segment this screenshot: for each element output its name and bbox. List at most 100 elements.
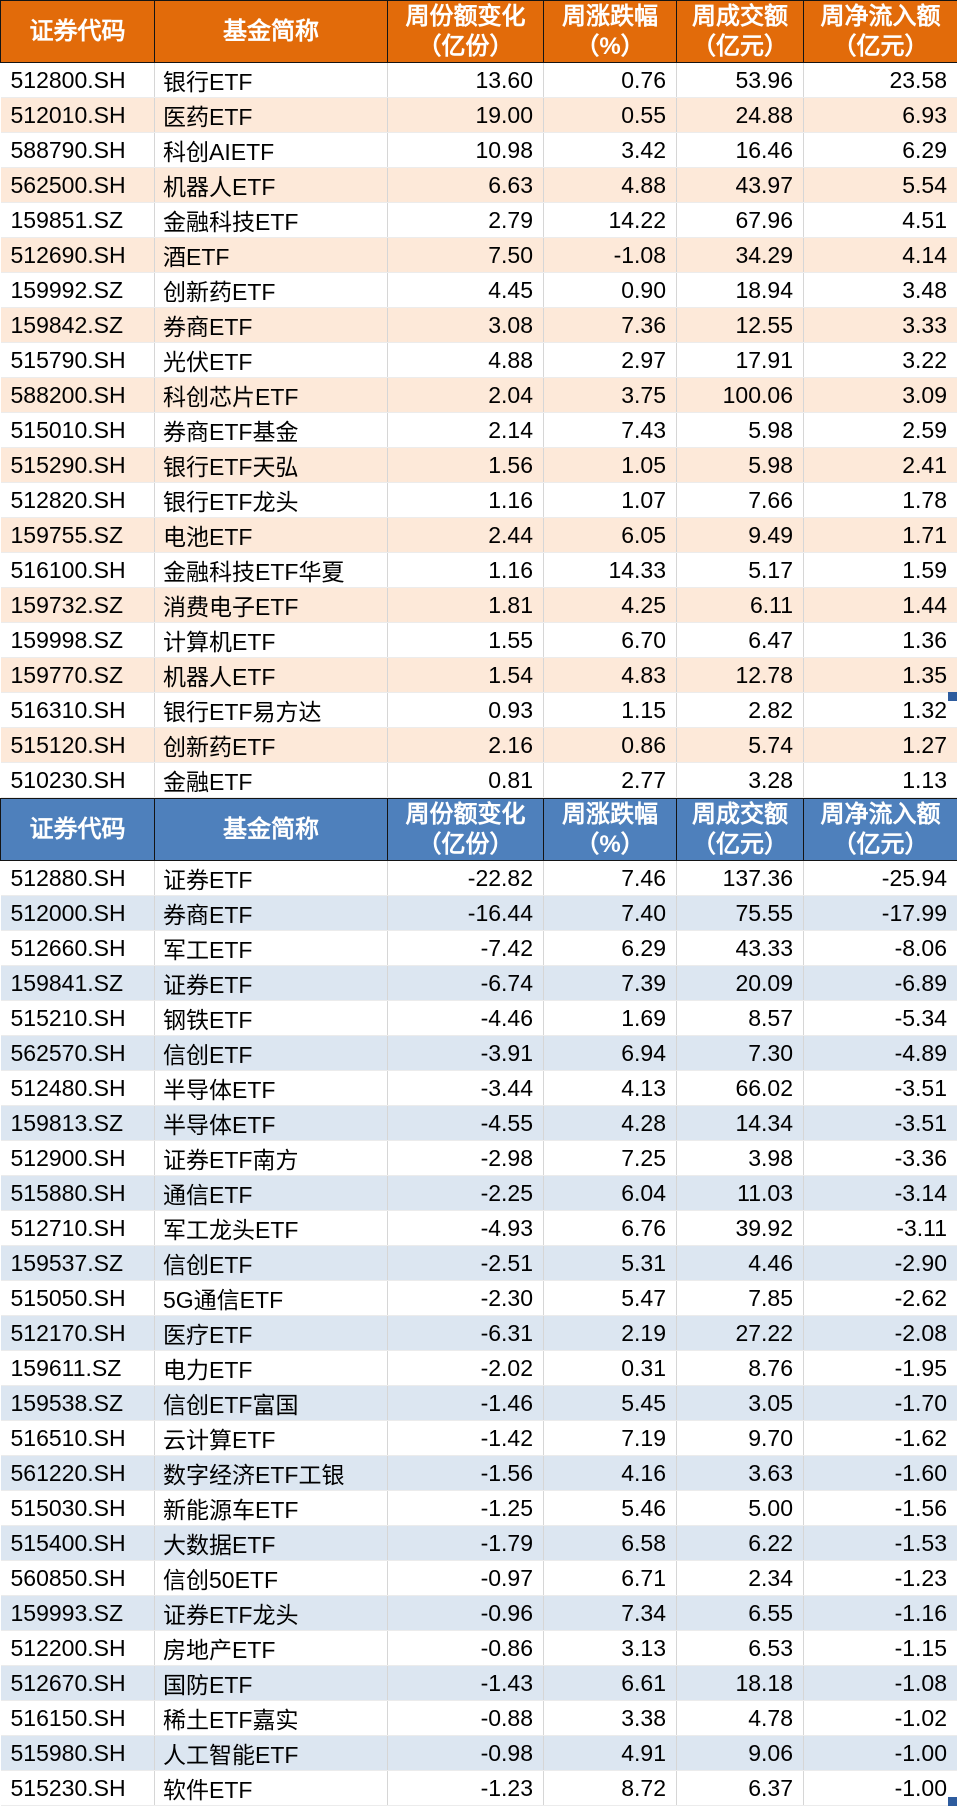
pct_change-cell: 3.42 [544, 133, 677, 168]
turnover-cell: 17.91 [677, 343, 804, 378]
code-cell: 515210.SH [1, 1001, 155, 1036]
share_change-cell: 0.81 [388, 763, 544, 798]
net_inflow-cell: -3.51 [804, 1106, 957, 1141]
turnover-cell: 5.17 [677, 553, 804, 588]
pct_change-cell: 0.90 [544, 273, 677, 308]
turnover-cell: 5.98 [677, 448, 804, 483]
share_change-cell: -1.42 [388, 1421, 544, 1456]
share_change-cell: 10.98 [388, 133, 544, 168]
share_change-cell: -4.93 [388, 1211, 544, 1246]
column-header-name: 基金简称 [155, 1, 388, 63]
code-cell: 159755.SZ [1, 518, 155, 553]
code-cell: 588790.SH [1, 133, 155, 168]
selection-fill-handle[interactable] [948, 692, 957, 701]
pct_change-cell: 14.33 [544, 553, 677, 588]
header-row: 证券代码基金简称周份额变化（亿份）周涨跌幅（%）周成交额（亿元）周净流入额（亿元… [1, 1, 957, 63]
turnover-cell: 75.55 [677, 896, 804, 931]
net_inflow-cell: -1.60 [804, 1456, 957, 1491]
selection-fill-handle[interactable] [948, 1797, 957, 1806]
code-cell: 515050.SH [1, 1281, 155, 1316]
pct_change-cell: 6.94 [544, 1036, 677, 1071]
code-cell: 512170.SH [1, 1316, 155, 1351]
net_inflow-cell: 1.44 [804, 588, 957, 623]
share_change-cell: -2.02 [388, 1351, 544, 1386]
net_inflow-cell: 2.41 [804, 448, 957, 483]
net_inflow-cell: -1.00 [804, 1736, 957, 1771]
name-cell: 信创ETF富国 [155, 1386, 388, 1421]
share_change-cell: 3.08 [388, 308, 544, 343]
code-cell: 512200.SH [1, 1631, 155, 1666]
name-cell: 计算机ETF [155, 623, 388, 658]
pct_change-cell: 6.76 [544, 1211, 677, 1246]
share_change-cell: 2.14 [388, 413, 544, 448]
code-cell: 516150.SH [1, 1701, 155, 1736]
code-cell: 512690.SH [1, 238, 155, 273]
net_inflow-cell: -5.34 [804, 1001, 957, 1036]
column-header-name: 基金简称 [155, 799, 388, 861]
name-cell: 机器人ETF [155, 658, 388, 693]
net_inflow-cell: 1.27 [804, 728, 957, 763]
name-cell: 人工智能ETF [155, 1736, 388, 1771]
column-unit-label: （%） [546, 32, 674, 61]
name-cell: 券商ETF [155, 896, 388, 931]
pct_change-cell: 5.46 [544, 1491, 677, 1526]
turnover-cell: 6.47 [677, 623, 804, 658]
turnover-cell: 6.22 [677, 1526, 804, 1561]
code-cell: 159998.SZ [1, 623, 155, 658]
pct_change-cell: 6.04 [544, 1176, 677, 1211]
column-label: 周成交额 [692, 801, 788, 828]
net_inflow-cell: -2.62 [804, 1281, 957, 1316]
code-cell: 159992.SZ [1, 273, 155, 308]
name-cell: 军工ETF [155, 931, 388, 966]
share_change-cell: -1.46 [388, 1386, 544, 1421]
code-cell: 515400.SH [1, 1526, 155, 1561]
share_change-cell: -0.97 [388, 1561, 544, 1596]
turnover-cell: 20.09 [677, 966, 804, 1001]
column-header-share_change: 周份额变化（亿份） [388, 1, 544, 63]
pct_change-cell: 1.69 [544, 1001, 677, 1036]
net_inflow-cell: -1.00 [804, 1771, 957, 1806]
turnover-cell: 9.06 [677, 1736, 804, 1771]
turnover-cell: 18.94 [677, 273, 804, 308]
code-cell: 159611.SZ [1, 1351, 155, 1386]
share_change-cell: -1.79 [388, 1526, 544, 1561]
code-cell: 159851.SZ [1, 203, 155, 238]
code-cell: 561220.SH [1, 1456, 155, 1491]
outflow-table-header: 证券代码基金简称周份额变化（亿份）周涨跌幅（%）周成交额（亿元）周净流入额（亿元… [1, 799, 957, 861]
share_change-cell: 2.16 [388, 728, 544, 763]
pct_change-cell: 8.72 [544, 1771, 677, 1806]
share_change-cell: -2.98 [388, 1141, 544, 1176]
turnover-cell: 34.29 [677, 238, 804, 273]
net_inflow-cell: -4.89 [804, 1036, 957, 1071]
outflow-table: 证券代码基金简称周份额变化（亿份）周涨跌幅（%）周成交额（亿元）周净流入额（亿元… [0, 798, 957, 1806]
share_change-cell: 2.44 [388, 518, 544, 553]
column-header-pct_change: 周涨跌幅（%） [544, 1, 677, 63]
pct_change-cell: 7.34 [544, 1596, 677, 1631]
name-cell: 科创AIETF [155, 133, 388, 168]
pct_change-cell: 5.45 [544, 1386, 677, 1421]
share_change-cell: -0.86 [388, 1631, 544, 1666]
name-cell: 机器人ETF [155, 168, 388, 203]
column-header-code: 证券代码 [1, 1, 155, 63]
share_change-cell: -0.98 [388, 1736, 544, 1771]
turnover-cell: 2.82 [677, 693, 804, 728]
net_inflow-cell: -2.08 [804, 1316, 957, 1351]
net_inflow-cell: -1.15 [804, 1631, 957, 1666]
code-cell: 512660.SH [1, 931, 155, 966]
net_inflow-cell: 3.33 [804, 308, 957, 343]
name-cell: 金融科技ETF华夏 [155, 553, 388, 588]
code-cell: 159537.SZ [1, 1246, 155, 1281]
